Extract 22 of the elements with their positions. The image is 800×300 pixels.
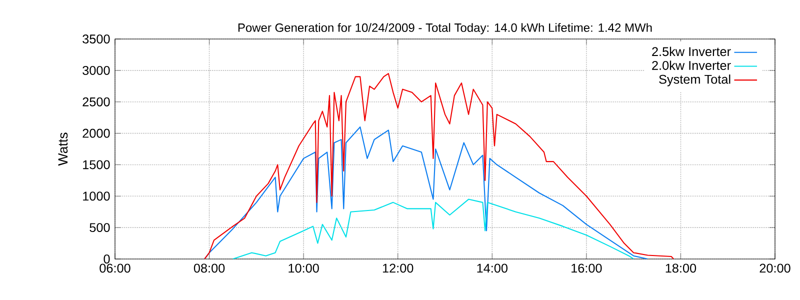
x-tick-label: 14:00 — [477, 264, 508, 273]
x-tick-label: 12:00 — [382, 264, 414, 273]
line-series — [232, 198, 634, 259]
x-tick-label: 10:00 — [288, 264, 319, 273]
legend-label: 2.5kw Inverter — [652, 46, 731, 56]
y-tick-label: 2500 — [82, 97, 110, 106]
y-tick-label: 500 — [90, 223, 110, 232]
y-tick-label: 1500 — [83, 160, 110, 170]
chart-title: Power Generation for 10/24/2009 - Total Today: 14.0 kWh Lifetime: 1.42 MWh — [238, 23, 652, 34]
legend-label: 2.0kw Inverter — [652, 60, 731, 70]
x-tick-label: 08:00 — [194, 264, 225, 273]
x-tick-label: 16:00 — [572, 264, 602, 273]
y-tick-label: 2000 — [82, 128, 110, 138]
y-tick-label: 3500 — [82, 34, 110, 44]
y-tick-label: 3000 — [82, 66, 110, 75]
x-tick-label: 20:00 — [760, 264, 790, 273]
x-tick-label: 18:00 — [666, 264, 696, 273]
x-tick-label: 06:00 — [100, 264, 130, 273]
y-axis-title: Watts — [58, 132, 68, 166]
legend-label: System Total — [659, 74, 730, 86]
y-tick-label: 1000 — [83, 192, 110, 201]
y-tick-label: 0 — [104, 254, 110, 264]
